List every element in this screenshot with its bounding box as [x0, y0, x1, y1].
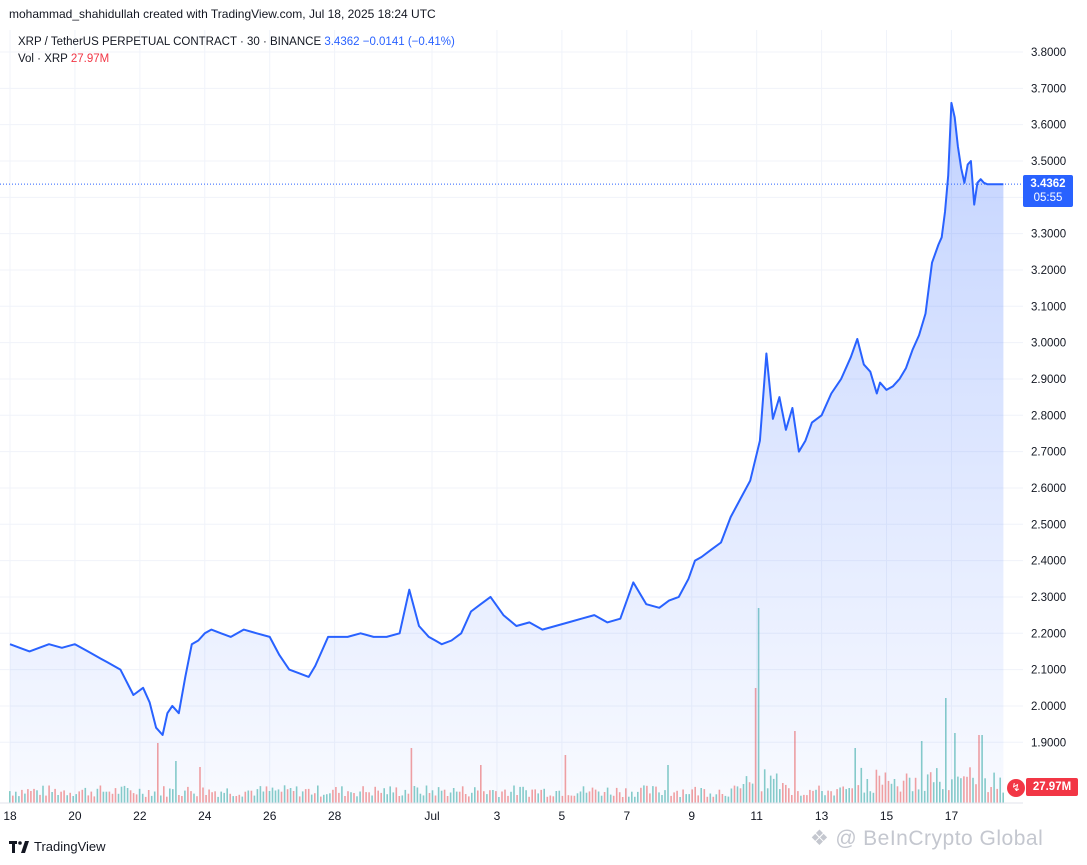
tradingview-logo[interactable]: TradingView — [9, 839, 106, 854]
legend-symbol[interactable]: XRP / TetherUS PERPETUAL CONTRACT · 30 ·… — [18, 36, 322, 48]
legend-change: −0.0141 (−0.41%) — [362, 36, 455, 48]
volume-bar — [9, 791, 11, 803]
legend-last-price: 3.4362 — [324, 36, 360, 48]
x-tick-label: 15 — [880, 809, 894, 823]
x-tick-label: 28 — [328, 809, 342, 823]
y-tick-label: 3.6000 — [1031, 120, 1066, 132]
x-tick-label: 18 — [3, 809, 17, 823]
x-tick-label: 7 — [623, 809, 630, 823]
x-tick-label: 24 — [198, 809, 212, 823]
watermark-text: BeInCrypto Global — [863, 826, 1044, 850]
x-tick-label: Jul — [424, 809, 439, 823]
y-tick-label: 3.0000 — [1031, 338, 1066, 350]
x-tick-label: 26 — [263, 809, 277, 823]
x-tick-label: 11 — [750, 809, 763, 823]
volume-tag: 27.97M — [1026, 778, 1078, 796]
legend-row-volume: Vol · XRP 27.97M — [18, 51, 455, 68]
x-tick-label: 17 — [945, 809, 959, 823]
watermark: ❖ @ BeInCrypto Global — [810, 826, 1044, 851]
price-axis: 3.80003.70003.60003.50003.40003.30003.20… — [1031, 47, 1066, 749]
x-tick-label: 3 — [494, 809, 501, 823]
x-tick-label: 9 — [688, 809, 695, 823]
alert-icon[interactable]: ↯ — [1007, 779, 1025, 797]
watermark-logo-icon: ❖ — [810, 827, 830, 850]
y-tick-label: 2.0000 — [1031, 701, 1066, 713]
time-axis: 18 20 22 24 26 28 Jul 3 5 7 9 11 13 15 17 — [3, 809, 958, 823]
y-tick-label: 2.1000 — [1031, 665, 1066, 677]
y-tick-label: 3.2000 — [1031, 265, 1066, 277]
y-tick-label: 3.5000 — [1031, 156, 1066, 168]
last-price-tag: 3.4362 05:55 — [1023, 175, 1073, 207]
y-tick-label: 3.7000 — [1031, 83, 1066, 95]
y-tick-label: 2.5000 — [1031, 519, 1066, 531]
y-tick-label: 2.9000 — [1031, 374, 1066, 386]
y-tick-label: 3.3000 — [1031, 229, 1066, 241]
x-tick-label: 22 — [133, 809, 147, 823]
price-line — [9, 101, 1004, 736]
chart-legend: XRP / TetherUS PERPETUAL CONTRACT · 30 ·… — [18, 34, 455, 68]
y-tick-label: 3.1000 — [1031, 301, 1066, 313]
y-tick-label: 2.6000 — [1031, 483, 1066, 495]
legend-volume-label[interactable]: Vol · XRP — [18, 53, 68, 65]
y-tick-label: 2.3000 — [1031, 592, 1066, 604]
y-tick-label: 2.8000 — [1031, 410, 1066, 422]
tradingview-logo-icon — [9, 840, 29, 853]
y-tick-label: 2.4000 — [1031, 556, 1066, 568]
price-area-fill — [10, 102, 1004, 803]
tradingview-brand-text: TradingView — [34, 839, 106, 854]
y-tick-label: 2.2000 — [1031, 628, 1066, 640]
y-tick-label: 3.8000 — [1031, 47, 1066, 59]
x-tick-label: 5 — [559, 809, 566, 823]
bar-countdown: 05:55 — [1033, 192, 1063, 204]
y-tick-label: 2.7000 — [1031, 447, 1066, 459]
x-tick-label: 20 — [68, 809, 82, 823]
attribution-text: mohammad_shahidullah created with Tradin… — [9, 7, 436, 21]
last-price-tag-value: 3.4362 — [1030, 178, 1066, 190]
y-tick-label: 1.9000 — [1031, 737, 1066, 749]
x-tick-label: 13 — [815, 809, 829, 823]
legend-volume-value: 27.97M — [70, 53, 110, 65]
legend-row-price: XRP / TetherUS PERPETUAL CONTRACT · 30 ·… — [18, 34, 455, 51]
